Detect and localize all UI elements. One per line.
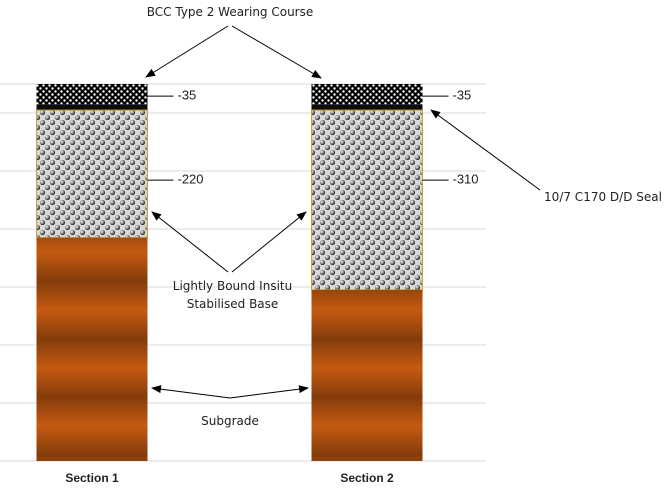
bar-segment [36, 109, 148, 239]
annotation: Subgrade [201, 414, 259, 428]
annotation: Lightly Bound Insitu Stabilised Base [172, 279, 293, 311]
arrow [145, 25, 229, 78]
bar-segment [36, 237, 148, 461]
bar-segment [311, 84, 423, 105]
value-label: -35 [178, 88, 197, 103]
x-tick-label: Section 2 [340, 471, 394, 485]
arrow [151, 211, 229, 273]
bar-segment [311, 289, 423, 461]
arrow [229, 385, 309, 399]
bar-segment [36, 84, 148, 105]
value-label: -35 [453, 88, 472, 103]
annotation: BCC Type 2 Wearing Course [146, 5, 314, 19]
arrow [151, 385, 231, 399]
value-label: -220 [178, 172, 204, 187]
bar-segment [311, 104, 423, 111]
arrow [231, 211, 307, 273]
bar-segment [311, 109, 423, 291]
value-label: -310 [453, 172, 479, 187]
bar-segment [36, 104, 148, 111]
arrow [231, 25, 322, 79]
annotation: 10/7 C170 D/D Seal [544, 190, 662, 204]
x-tick-label: Section 1 [65, 471, 119, 485]
arrow [430, 109, 541, 191]
